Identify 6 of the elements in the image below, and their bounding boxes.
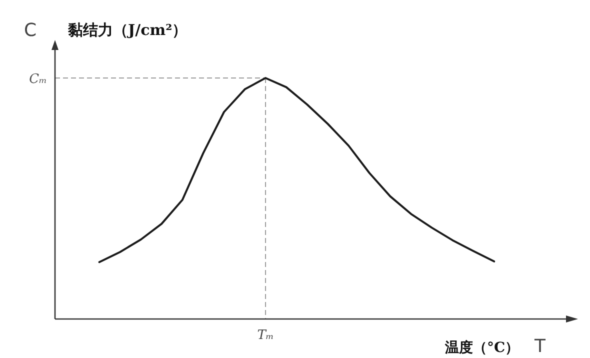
ref-line-label: Cₘ: [29, 72, 47, 87]
y-axis-title: 黏结力（J/cm²）: [67, 21, 188, 39]
x-axis-title: 温度（°C）: [444, 339, 520, 356]
text: Tₘ: [257, 328, 274, 343]
text: T: [534, 336, 546, 357]
text: C: [24, 20, 37, 41]
